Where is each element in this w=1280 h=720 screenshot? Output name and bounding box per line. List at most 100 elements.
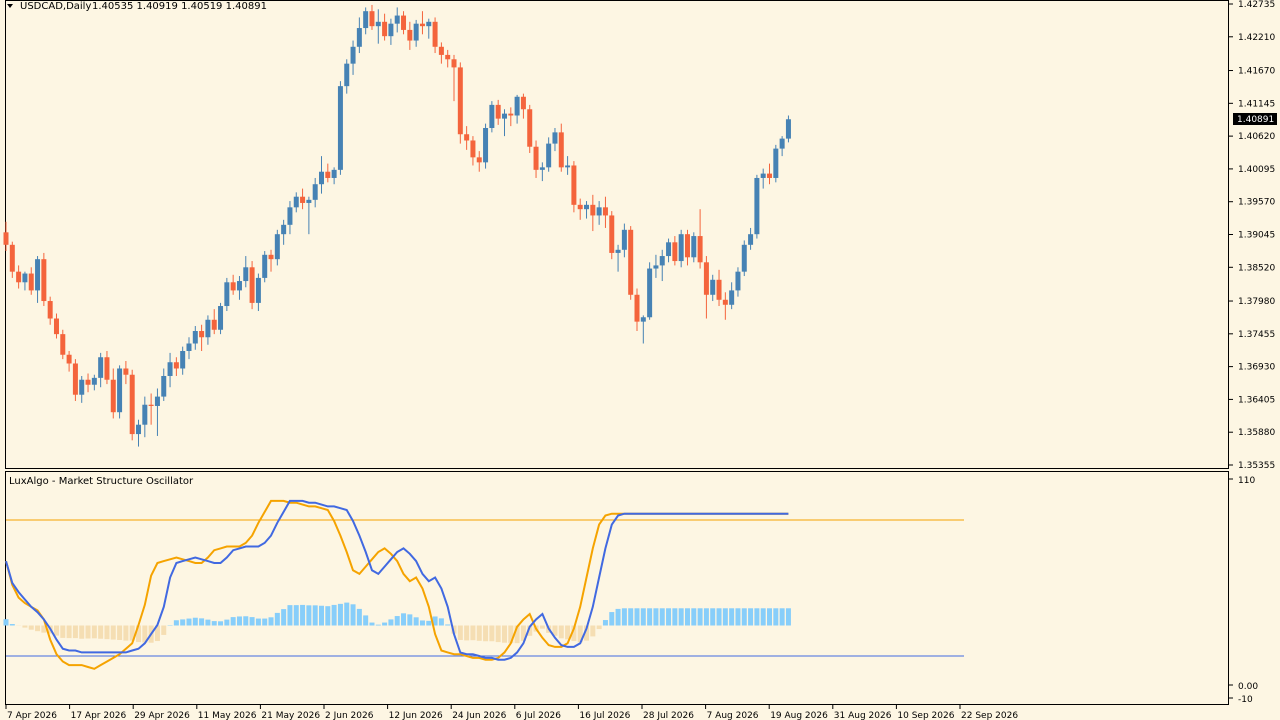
candle-body xyxy=(287,207,293,225)
candle-body xyxy=(53,318,59,335)
histogram-bar xyxy=(754,608,760,626)
candle-body xyxy=(760,173,766,178)
candle-body xyxy=(249,267,255,303)
histogram-bar xyxy=(501,625,507,643)
candle-body xyxy=(319,171,324,185)
candle-body xyxy=(306,199,312,203)
candle-body xyxy=(596,207,602,216)
histogram-bar xyxy=(117,625,123,640)
candle-body xyxy=(356,28,362,47)
histogram-bar xyxy=(142,625,148,643)
histogram-bar xyxy=(306,605,312,626)
candle-body xyxy=(110,379,116,413)
date-tick-label: 22 Sep 2026 xyxy=(961,711,1018,720)
date-tick-label: 28 Jul 2026 xyxy=(643,711,694,720)
histogram-bar xyxy=(621,608,627,626)
candle-body xyxy=(154,396,160,406)
candle-body xyxy=(716,279,722,300)
date-tick-label: 2 Jun 2026 xyxy=(325,711,374,720)
histogram-bar xyxy=(722,608,728,626)
histogram-bar xyxy=(375,624,381,626)
candle-body xyxy=(710,279,716,295)
histogram-bar xyxy=(666,608,672,626)
candle-body xyxy=(615,249,621,253)
histogram-bar xyxy=(634,608,640,626)
histogram-bar xyxy=(571,625,577,642)
price-tick-label: 1.41145 xyxy=(1238,99,1275,109)
candle-body xyxy=(659,256,665,266)
histogram-bar xyxy=(192,617,198,626)
candle-body xyxy=(703,262,709,295)
candle-body xyxy=(527,109,533,147)
histogram-bar xyxy=(28,625,34,630)
candle-body xyxy=(394,15,400,24)
histogram-bar xyxy=(729,608,735,626)
histogram-bar xyxy=(697,608,703,626)
candle-body xyxy=(117,368,123,413)
histogram-bar xyxy=(218,621,224,626)
price-tick-label: 1.38520 xyxy=(1238,263,1275,273)
histogram-bar xyxy=(413,617,419,626)
histogram-bar xyxy=(186,618,192,626)
candle-body xyxy=(91,377,97,385)
histogram-bar xyxy=(287,605,293,626)
price-tick-label: 1.37455 xyxy=(1238,330,1275,340)
histogram-bar xyxy=(508,625,514,644)
candle-body xyxy=(28,273,34,291)
candle-body xyxy=(653,265,659,269)
histogram-bar xyxy=(527,625,533,636)
histogram-bar xyxy=(785,608,791,626)
histogram-bar xyxy=(476,625,482,641)
candle-body xyxy=(104,357,110,380)
price-tick-label: 1.37980 xyxy=(1238,297,1275,307)
histogram-bar xyxy=(224,619,230,626)
candle-body xyxy=(464,134,470,141)
candle-body xyxy=(621,229,627,250)
candle-body xyxy=(300,196,306,203)
candle-body xyxy=(489,104,495,128)
candle-body xyxy=(388,23,394,37)
histogram-bar xyxy=(773,608,779,626)
candle-body xyxy=(609,215,615,253)
histogram-bar xyxy=(716,608,722,626)
histogram-bar xyxy=(161,625,167,635)
candle-body xyxy=(426,21,432,27)
histogram-bar xyxy=(255,618,261,626)
histogram-bar xyxy=(344,602,350,626)
histogram-bar xyxy=(35,625,41,632)
price-tick-label: 1.36930 xyxy=(1238,363,1275,373)
histogram-bar xyxy=(577,625,583,643)
collapse-triangle-icon[interactable] xyxy=(7,4,13,8)
histogram-bar xyxy=(401,613,407,626)
candle-body xyxy=(729,290,735,305)
candle-body xyxy=(678,234,684,262)
indicator-pane-frame xyxy=(5,471,1229,705)
candle-body xyxy=(293,196,299,208)
price-tick-label: 1.42210 xyxy=(1238,33,1275,43)
candle-body xyxy=(224,282,230,307)
histogram-bar xyxy=(445,624,451,626)
histogram-bar xyxy=(249,617,255,626)
candle-body xyxy=(785,119,791,139)
histogram-bar xyxy=(640,608,646,626)
candle-body xyxy=(539,167,545,170)
candle-body xyxy=(262,254,268,278)
candle-body xyxy=(337,86,343,170)
price-tick-label: 1.42735 xyxy=(1238,0,1275,10)
histogram-bar xyxy=(199,618,205,626)
candle-body xyxy=(255,277,261,303)
date-tick-label: 11 May 2026 xyxy=(198,711,257,720)
histogram-bar xyxy=(369,622,375,626)
candle-body xyxy=(274,234,280,260)
candle-body xyxy=(684,234,690,258)
candle-body xyxy=(722,299,728,305)
histogram-bar xyxy=(539,625,545,629)
histogram-bar xyxy=(602,620,608,626)
histogram-bar xyxy=(464,625,470,641)
histogram-bar xyxy=(407,614,413,626)
candle-body xyxy=(483,127,489,163)
histogram-bar xyxy=(243,616,249,626)
candle-body xyxy=(60,334,66,355)
date-tick-label: 31 Aug 2026 xyxy=(834,711,892,720)
